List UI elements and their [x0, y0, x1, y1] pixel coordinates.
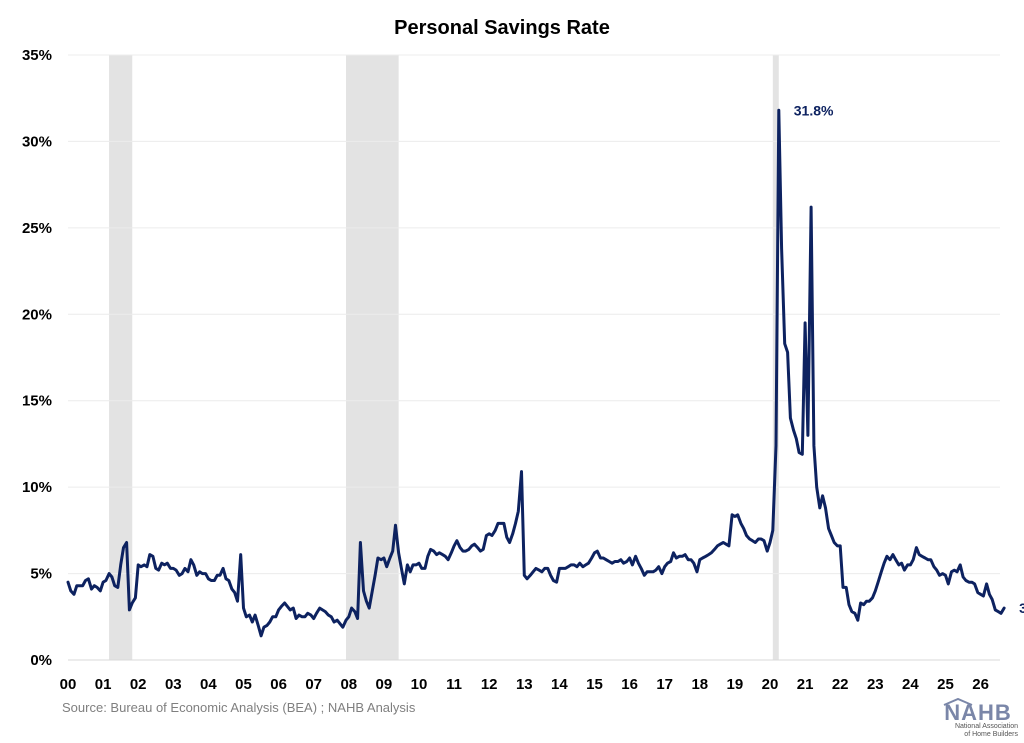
x-tick-label: 19	[727, 676, 744, 693]
data-label: 3.0%	[1019, 600, 1024, 616]
x-tick-label: 03	[165, 676, 182, 693]
x-tick-label: 23	[867, 676, 884, 693]
y-tick-label: 5%	[30, 566, 52, 583]
chart-title: Personal Savings Rate	[394, 17, 610, 39]
x-tick-label: 15	[586, 676, 603, 693]
x-tick-label: 26	[972, 676, 989, 693]
y-tick-label: 0%	[30, 652, 52, 669]
data-label: 31.8%	[794, 102, 834, 118]
recession-band	[109, 55, 133, 660]
x-tick-label: 05	[235, 676, 252, 693]
x-tick-label: 01	[95, 676, 112, 693]
nahb-logo: NAHB National Association of Home Builde…	[938, 698, 1018, 740]
x-tick-label: 20	[762, 676, 779, 693]
logo-subtitle: National Association of Home Builders	[938, 723, 1018, 739]
x-tick-label: 10	[411, 676, 428, 693]
savings-rate-line	[66, 108, 1006, 638]
x-tick-label: 09	[376, 676, 393, 693]
y-tick-label: 10%	[22, 479, 52, 496]
x-tick-label: 11	[446, 676, 462, 693]
y-tick-label: 20%	[22, 306, 52, 323]
y-tick-label: 25%	[22, 220, 52, 237]
savings-rate-chart: Personal Savings Rate 0% 5% 10% 15% 20% 25% 30…	[22, 17, 1024, 693]
logo-wordmark: NAHB	[944, 700, 1012, 725]
x-tick-label: 17	[656, 676, 673, 693]
x-tick-label: 12	[481, 676, 498, 693]
x-tick-label: 00	[60, 676, 77, 693]
x-tick-label: 08	[340, 676, 357, 693]
y-tick-label: 35%	[22, 47, 52, 64]
x-tick-label: 07	[305, 676, 322, 693]
x-tick-label: 14	[551, 676, 568, 693]
gridlines	[68, 54, 1000, 575]
x-tick-label: 24	[902, 676, 919, 693]
source-note: Source: Bureau of Economic Analysis (BEA…	[62, 700, 416, 715]
x-tick-label: 02	[130, 676, 147, 693]
x-tick-label: 06	[270, 676, 287, 693]
recession-bands	[109, 55, 779, 660]
x-tick-label: 16	[621, 676, 638, 693]
x-tick-label: 04	[200, 676, 217, 693]
y-axis-ticks: 0% 5% 10% 15% 20% 25% 30% 35%	[22, 47, 52, 669]
x-tick-label: 21	[797, 676, 814, 693]
recession-band	[345, 55, 399, 660]
y-tick-label: 30%	[22, 133, 52, 150]
logo-subtitle-line-1: National Association	[954, 723, 1018, 730]
x-tick-label: 18	[691, 676, 708, 693]
x-tick-label: 25	[937, 676, 954, 693]
x-tick-label: 22	[832, 676, 849, 693]
y-tick-label: 15%	[22, 393, 52, 410]
x-tick-label: 13	[516, 676, 533, 693]
logo-subtitle-line-2: of Home Builders	[964, 731, 1018, 738]
x-axis-ticks: 00 01 02 03 04 05 06 07 08 09 10 11 12 13 14 15 16 17 18 19…	[60, 676, 989, 693]
house-roof-icon	[943, 698, 973, 706]
annotations: 31.8% 3.0%	[794, 102, 1024, 616]
